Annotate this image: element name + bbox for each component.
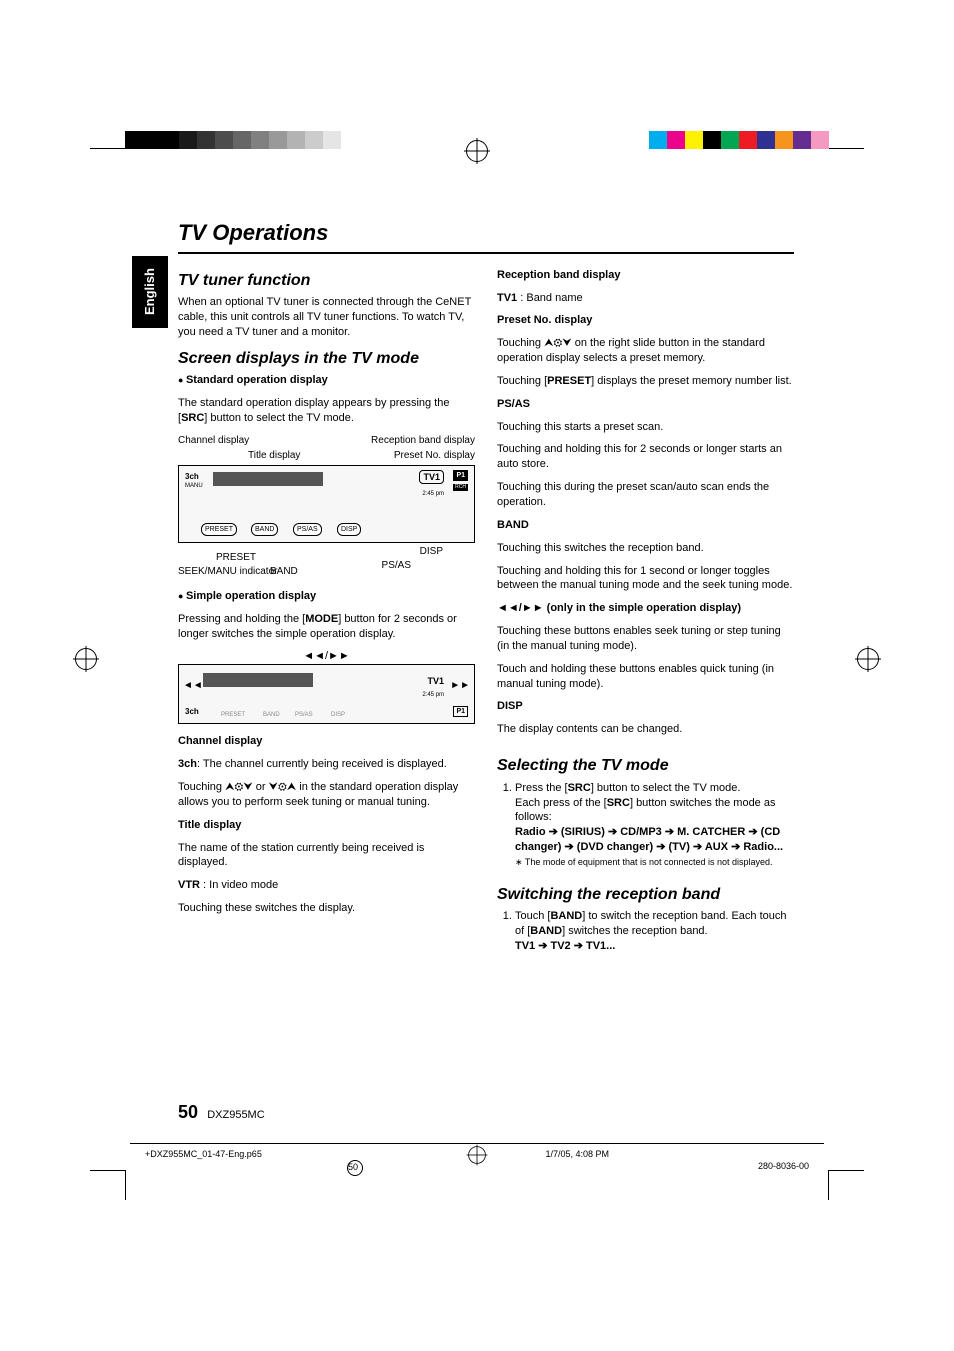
fig-manu: MANU xyxy=(185,482,203,490)
subheading-seek: ◄◄/►► (only in the simple operation disp… xyxy=(497,601,794,616)
bottom-crop-left xyxy=(90,1170,125,1171)
color-swatches xyxy=(649,131,829,149)
mode-sequence: Radio ➔ (SIRIUS) ➔ CD/MP3 ➔ M. CATCHER ➔… xyxy=(515,826,783,853)
subheading-title-display: Title display xyxy=(178,818,475,833)
bottom-crop-right xyxy=(829,1170,864,1171)
registration-side-left-icon xyxy=(75,648,97,670)
paragraph: The name of the station currently being … xyxy=(178,841,475,871)
paragraph: Pressing and holding the [MODE] button f… xyxy=(178,612,475,642)
fig2-preset: PRESET xyxy=(221,711,245,719)
band-sequence: TV1 ➔ TV2 ➔ TV1... xyxy=(515,940,615,952)
bottom-crop-left-v xyxy=(125,1170,126,1200)
right-column: Reception band display TV1 : Band name P… xyxy=(497,264,794,960)
fig2-time: 2:45 pm xyxy=(422,691,444,699)
registration-target-icon xyxy=(466,140,488,162)
fig2-p1: P1 xyxy=(453,706,468,717)
subheading-reception-band: Reception band display xyxy=(497,268,794,283)
slide-up-icon: ⮝⚙⮟ xyxy=(225,781,253,793)
fig2-ch: 3ch xyxy=(185,707,199,718)
annot-title: Title display xyxy=(248,449,300,463)
ordered-list: Press the [SRC] button to select the TV … xyxy=(497,781,794,870)
paragraph: TV1 : Band name xyxy=(497,291,794,306)
annot-preset: PRESET xyxy=(216,551,256,565)
ordered-list: Touch [BAND] to switch the reception ban… xyxy=(497,909,794,954)
footer-page: 50 xyxy=(347,1160,363,1176)
manual-page: English TV Operations TV tuner function … xyxy=(0,0,954,1351)
slide-down-icon: ⮟⚙⮝ xyxy=(269,781,297,793)
fig-time: 2:45 pm xyxy=(422,490,444,498)
annot-presetno: Preset No. display xyxy=(394,449,475,463)
paragraph: VTR : In video mode xyxy=(178,878,475,893)
footer-reg-target-icon xyxy=(468,1146,486,1164)
annot-band: BAND xyxy=(270,565,298,579)
figure-standard-display: Channel display Reception band display T… xyxy=(178,434,475,579)
paragraph: The standard operation display appears b… xyxy=(178,396,475,426)
note: ∗ The mode of equipment that is not conn… xyxy=(515,857,773,867)
fig-p1: P1 xyxy=(453,470,468,481)
footer-code: 280-8036-00 xyxy=(758,1160,809,1172)
paragraph: 3ch: The channel currently being receive… xyxy=(178,757,475,772)
fig-band-btn: BAND xyxy=(251,523,278,536)
fig2-psas: PS/AS xyxy=(295,711,313,719)
subheading-disp: DISP xyxy=(497,699,794,714)
footer-metadata: +DXZ955MC_01-47-Eng.p65 50 1/7/05, 4:08 … xyxy=(145,1148,809,1160)
heading-tv-tuner: TV tuner function xyxy=(178,270,475,292)
page-title: TV Operations xyxy=(178,218,794,254)
paragraph: Touching and holding this for 2 seconds … xyxy=(497,442,794,472)
fig-rch: RCH xyxy=(453,484,468,491)
paragraph: Touching ⮝⚙⮟ on the right slide button i… xyxy=(497,336,794,366)
subheading-std-display: Standard operation display xyxy=(178,373,475,388)
subheading-channel-display: Channel display xyxy=(178,734,475,749)
annot-channel: Channel display xyxy=(178,434,249,448)
paragraph: The display contents can be changed. xyxy=(497,722,794,737)
fig-disp-btn: DISP xyxy=(337,523,361,536)
paragraph: Touching this starts a preset scan. xyxy=(497,420,794,435)
paragraph: Touching these switches the display. xyxy=(178,901,475,916)
fig2-title-bar xyxy=(203,673,313,687)
registration-side-right-icon xyxy=(857,648,879,670)
language-tab: English xyxy=(132,256,168,328)
paragraph: Touching [PRESET] displays the preset me… xyxy=(497,374,794,389)
fig2-band: BAND xyxy=(263,711,280,719)
annot-reception: Reception band display xyxy=(371,434,475,448)
paragraph: Touching these buttons enables seek tuni… xyxy=(497,624,794,654)
fig-title-bar xyxy=(213,472,323,486)
page-content: TV Operations TV tuner function When an … xyxy=(178,218,794,960)
annot-seek-arrows: ◄◄/►► xyxy=(178,649,475,664)
paragraph: Touching this switches the reception ban… xyxy=(497,541,794,556)
heading-selecting-tv-mode: Selecting the TV mode xyxy=(497,755,794,777)
heading-switching-reception-band: Switching the reception band xyxy=(497,884,794,906)
fig-preset-btn: PRESET xyxy=(201,523,237,536)
paragraph: When an optional TV tuner is connected t… xyxy=(178,295,475,340)
annot-seek: SEEK/MANU indicator xyxy=(178,565,277,579)
heading-screen-displays: Screen displays in the TV mode xyxy=(178,348,475,370)
seek-left-icon: ◄◄ xyxy=(183,679,203,693)
subheading-simple-display: Simple operation display xyxy=(178,589,475,604)
slide-icon: ⮝⚙⮟ xyxy=(544,337,572,349)
footer-file: +DXZ955MC_01-47-Eng.p65 xyxy=(145,1148,262,1160)
fig2-tv1: TV1 xyxy=(427,675,444,687)
annot-disp: DISP xyxy=(420,545,443,559)
paragraph: Touching ⮝⚙⮟ or ⮟⚙⮝ in the standard oper… xyxy=(178,780,475,810)
list-item: Touch [BAND] to switch the reception ban… xyxy=(515,909,794,954)
bottom-crop-right-v xyxy=(828,1170,829,1200)
fig2-disp: DISP xyxy=(331,711,345,719)
fig-psas-btn: PS/AS xyxy=(293,523,322,536)
left-column: TV tuner function When an optional TV tu… xyxy=(178,264,475,960)
paragraph: Touching this during the preset scan/aut… xyxy=(497,480,794,510)
footer-datetime: 1/7/05, 4:08 PM xyxy=(545,1148,609,1160)
subheading-band: BAND xyxy=(497,518,794,533)
subheading-preset-no: Preset No. display xyxy=(497,313,794,328)
paragraph: Touching and holding this for 1 second o… xyxy=(497,564,794,594)
subheading-psas: PS/AS xyxy=(497,397,794,412)
fig-tv1: TV1 xyxy=(419,470,444,484)
seek-right-icon: ►► xyxy=(450,679,470,693)
figure-simple-display: ◄◄/►► ◄◄ ►► TV1 2:45 pm 3ch PRESET BAND … xyxy=(178,649,475,724)
gray-swatches xyxy=(125,131,341,149)
page-number: 50 DXZ955MC xyxy=(178,1100,265,1124)
list-item: Press the [SRC] button to select the TV … xyxy=(515,781,794,870)
paragraph: Touch and holding these buttons enables … xyxy=(497,662,794,692)
annot-psas: PS/AS xyxy=(382,559,411,573)
